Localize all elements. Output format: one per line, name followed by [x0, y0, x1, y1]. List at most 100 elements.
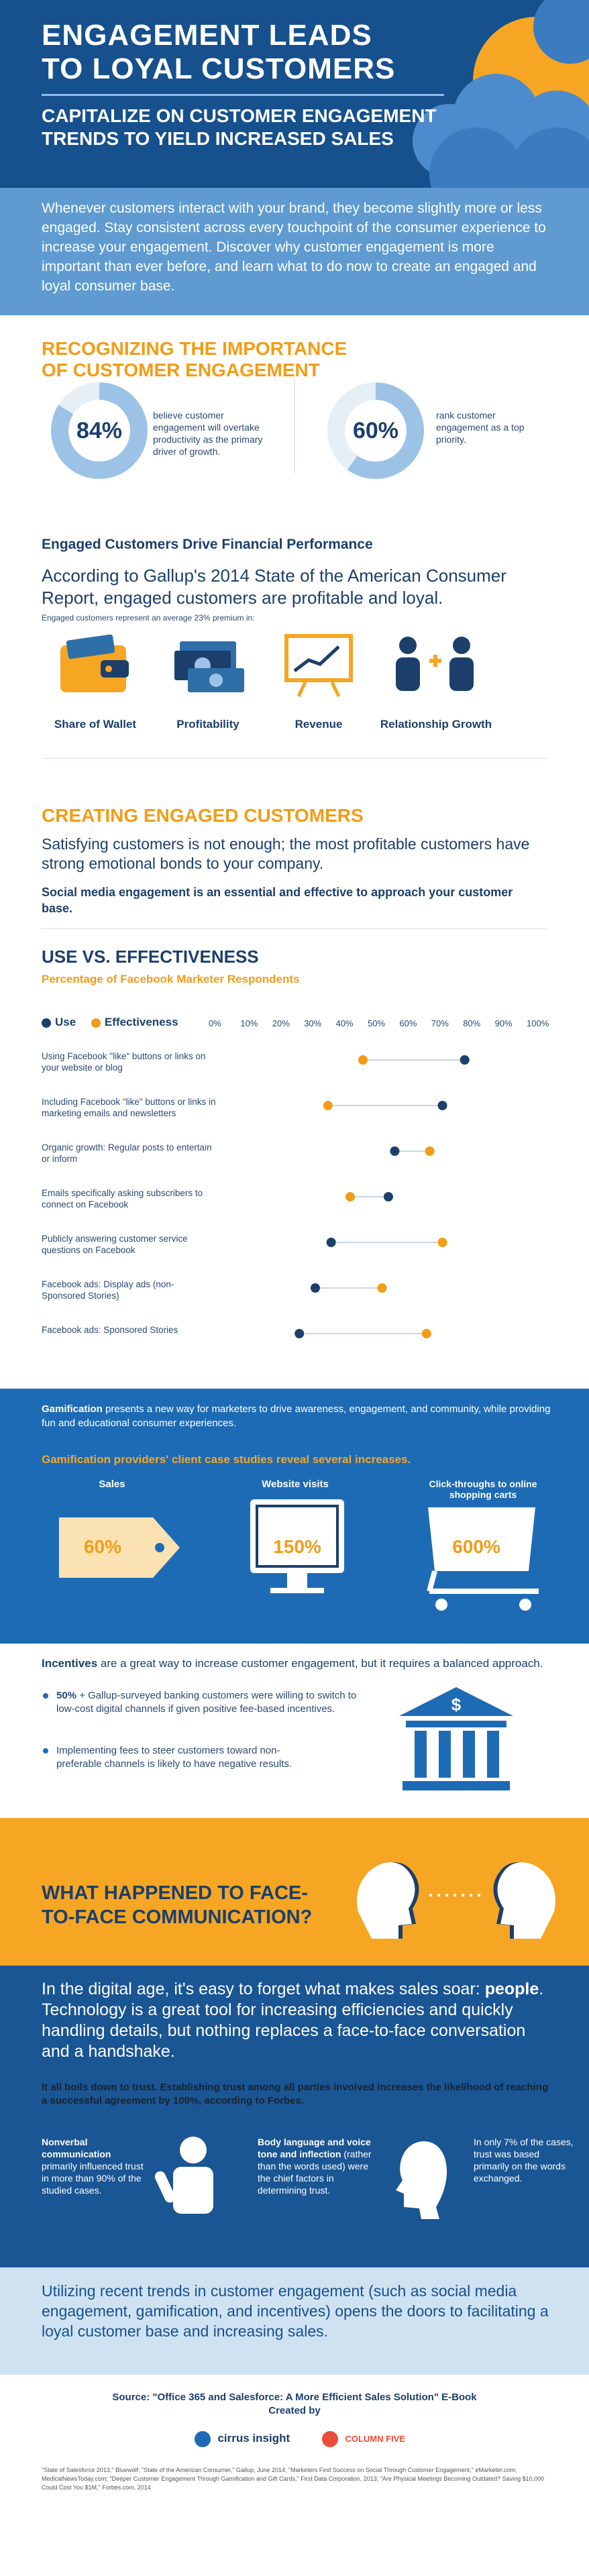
legend-use: Use: [42, 1016, 76, 1028]
stat-value: 60%: [345, 400, 407, 462]
item-label-revenue: Revenue: [294, 718, 343, 731]
engaged-body: According to Gallup's 2014 State of the …: [42, 566, 506, 608]
use-point: [437, 1101, 447, 1110]
trust-statement: It all boils down to trust. Establishing…: [42, 2082, 549, 2106]
effectiveness-point: [425, 1146, 435, 1156]
x-tick-label: 50%: [368, 1018, 386, 1028]
divider: [42, 758, 547, 759]
cloud-sun-illustration: [413, 0, 589, 188]
use-point: [383, 1192, 393, 1201]
recognizing-heading: RECOGNIZING THE IMPORTANCE OF CUSTOMER E…: [42, 338, 347, 380]
money-icon: [174, 641, 244, 692]
stat-donut-60: 60%: [327, 382, 424, 479]
chart-subtitle: Percentage of Facebook Marketer Responde…: [42, 973, 300, 985]
face-to-face-section: WHAT HAPPENED TO FACE-TO-FACE COMMUNICAT…: [0, 1818, 589, 1966]
x-tick-label: 10%: [240, 1018, 258, 1028]
category-label: Facebook ads: Display ads (non-Sponsored…: [42, 1279, 174, 1301]
legend-label-use: Use: [55, 1016, 76, 1028]
body-language-text: Body language and voice tone and inflect…: [258, 2137, 372, 2196]
stat-description: believe customer engagement will overtak…: [153, 410, 263, 457]
use-point: [326, 1238, 336, 1247]
people-plus-icon: [396, 637, 474, 691]
logo-text: cirrus insight: [217, 2432, 290, 2445]
stat-donut-84: 84%: [51, 382, 148, 479]
column-five-logo-mark: [322, 2431, 338, 2447]
creating-bold: Social media engagement is an essential …: [42, 885, 513, 915]
column-five-logo: COLUMN FIVE: [322, 2431, 405, 2447]
x-tick-label: 80%: [463, 1018, 481, 1028]
x-tick-label: 60%: [399, 1018, 417, 1028]
category-label: Organic growth: Regular posts to enterta…: [42, 1142, 212, 1164]
gami-label-sales: Sales: [99, 1479, 125, 1490]
intro-section: Whenever customers interact with your br…: [0, 188, 589, 315]
gamification-section: Gamification presents a new way for mark…: [0, 1389, 589, 1644]
chart-legend: Use Effectiveness: [42, 1016, 178, 1029]
bank-icon: $: [399, 1687, 513, 1790]
category-label: Facebook ads: Sponsored Stories: [42, 1325, 178, 1335]
incentive-bullet: 50% + Gallup-surveyed banking customers …: [43, 1689, 365, 1716]
x-tick-label: 40%: [335, 1018, 354, 1028]
use-point: [294, 1329, 305, 1338]
effectiveness-point: [421, 1329, 431, 1338]
intro-text: Whenever customers interact with your br…: [42, 201, 546, 294]
page-title: ENGAGEMENT LEADS TO LOYAL CUSTOMERS: [42, 19, 396, 85]
closing-text: Utilizing recent trends in customer enga…: [42, 2282, 549, 2340]
digital-lead: In the digital age, it's easy to forget …: [42, 1980, 544, 2061]
creating-section: CREATING ENGAGED CUSTOMERS Satisfying cu…: [0, 805, 589, 946]
price-tag-icon: [59, 1517, 180, 1578]
gami-label-click-throughs: Click-throughs to online shopping carts: [429, 1479, 537, 1500]
two-heads-icon: [357, 1862, 555, 1939]
recognizing-section: RECOGNIZING THE IMPORTANCE OF CUSTOMER E…: [0, 315, 589, 537]
speaking-head-icon: [396, 2141, 447, 2219]
gami-value-sales: 60%: [83, 1536, 122, 1557]
engaged-heading: Engaged Customers Drive Financial Perfor…: [42, 537, 373, 552]
legend-effectiveness: Effectiveness: [91, 1016, 178, 1028]
page-subtitle: CAPITALIZE ON CUSTOMER ENGAGEMENT TRENDS…: [42, 105, 437, 149]
x-tick-label: 0%: [209, 1018, 221, 1028]
cirrus-logo-mark: [195, 2431, 211, 2447]
gami-label-website-visits: Website visits: [262, 1479, 329, 1490]
stat-value: 84%: [68, 400, 130, 462]
hero-banner: ENGAGEMENT LEADS TO LOYAL CUSTOMERS CAPI…: [0, 0, 589, 188]
nonverbal-text: Nonverbal communication primarily influe…: [42, 2137, 144, 2196]
person-icon: [154, 2137, 213, 2214]
engaged-note: Engaged customers represent an average 2…: [42, 613, 255, 623]
use-point: [390, 1146, 400, 1156]
use-point: [310, 1283, 320, 1293]
x-tick-label: 20%: [272, 1018, 290, 1028]
item-label-relationship-growth: Relationship Growth: [380, 718, 492, 731]
x-tick-label: 30%: [304, 1018, 322, 1028]
cirrus-insight-logo: cirrus insight: [195, 2431, 290, 2447]
category-label: Using Facebook "like" buttons or links o…: [42, 1051, 206, 1073]
creating-body: Satisfying customers is not enough; the …: [42, 835, 530, 872]
item-label-share-of-wallet: Share of Wallet: [54, 718, 137, 731]
effectiveness-point: [377, 1283, 387, 1293]
face-heading: WHAT HAPPENED TO FACE-TO-FACE COMMUNICAT…: [42, 1882, 313, 1928]
wallet-icon: [60, 634, 129, 692]
x-tick-label: 70%: [431, 1018, 449, 1028]
gami-value-website-visits: 150%: [273, 1536, 321, 1557]
divider: [42, 928, 547, 929]
use-vs-effectiveness-chart: USE VS. EFFECTIVENESS Percentage of Face…: [0, 946, 589, 1389]
shopping-cart-icon: [427, 1507, 539, 1611]
plot-area: [294, 1055, 470, 1338]
item-label-profitability: Profitability: [176, 718, 239, 731]
title-divider: [42, 94, 444, 96]
incentive-bullet: Implementing fees to steer customers tow…: [43, 1744, 311, 1771]
divider: [294, 379, 295, 473]
incentives-section: Incentives are a great way to increase c…: [0, 1644, 589, 1818]
monitor-icon: [250, 1499, 344, 1593]
svg-text:$: $: [451, 1695, 462, 1715]
gamification-subheading: Gamification providers' client case stud…: [42, 1453, 411, 1466]
incentives-lead: Incentives are a great way to increase c…: [42, 1657, 543, 1670]
use-point: [460, 1055, 470, 1065]
effectiveness-point: [358, 1055, 368, 1065]
creating-heading: CREATING ENGAGED CUSTOMERS: [42, 805, 364, 826]
category-label: Including Facebook "like" buttons or lin…: [42, 1097, 216, 1118]
effectiveness-point: [323, 1101, 333, 1110]
effectiveness-point: [437, 1238, 447, 1247]
gamification-intro: Gamification presents a new way for mark…: [42, 1403, 551, 1429]
closing-section: Utilizing recent trends in customer enga…: [0, 2267, 589, 2375]
stat-description: rank customer engagement as a top priori…: [436, 410, 525, 445]
legend-label-effectiveness: Effectiveness: [104, 1016, 178, 1028]
